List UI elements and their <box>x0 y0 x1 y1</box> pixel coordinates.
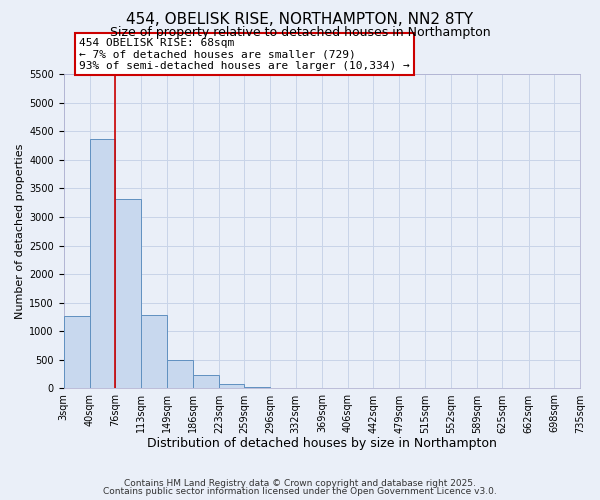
Text: 454 OBELISK RISE: 68sqm
← 7% of detached houses are smaller (729)
93% of semi-de: 454 OBELISK RISE: 68sqm ← 7% of detached… <box>79 38 410 71</box>
Bar <box>64 316 90 388</box>
Text: Contains public sector information licensed under the Open Government Licence v3: Contains public sector information licen… <box>103 487 497 496</box>
Y-axis label: Number of detached properties: Number of detached properties <box>15 144 25 319</box>
Bar <box>115 199 141 388</box>
Text: 454, OBELISK RISE, NORTHAMPTON, NN2 8TY: 454, OBELISK RISE, NORTHAMPTON, NN2 8TY <box>127 12 473 28</box>
Bar <box>141 316 167 388</box>
Bar <box>219 384 244 388</box>
Text: Contains HM Land Registry data © Crown copyright and database right 2025.: Contains HM Land Registry data © Crown c… <box>124 478 476 488</box>
X-axis label: Distribution of detached houses by size in Northampton: Distribution of detached houses by size … <box>147 437 497 450</box>
Bar <box>193 376 219 388</box>
Bar <box>167 360 193 388</box>
Text: Size of property relative to detached houses in Northampton: Size of property relative to detached ho… <box>110 26 490 39</box>
Bar <box>90 138 115 388</box>
